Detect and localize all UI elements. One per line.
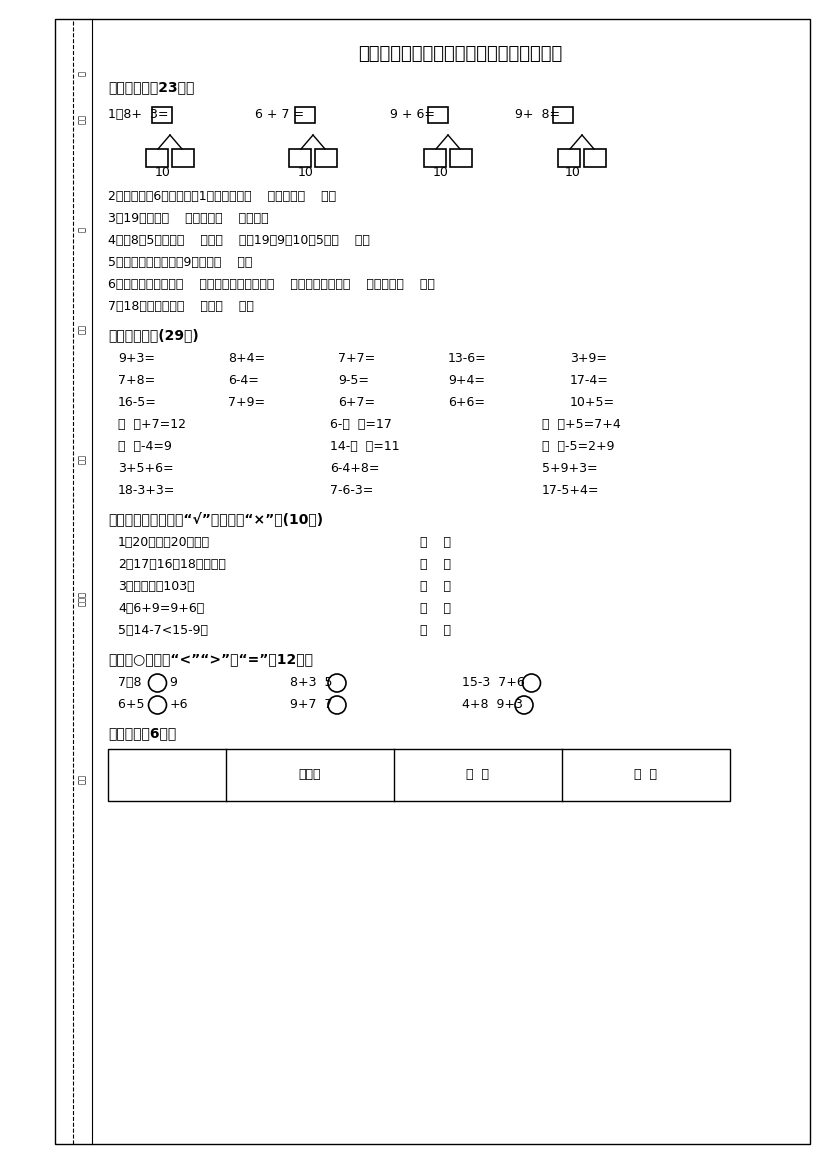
Text: 6+5: 6+5 bbox=[118, 699, 153, 712]
Text: 10: 10 bbox=[155, 166, 171, 179]
Text: （  ）+5=7+4: （ ）+5=7+4 bbox=[542, 419, 621, 431]
Text: 6+6=: 6+6= bbox=[448, 396, 485, 409]
Text: 6+7=: 6+7= bbox=[338, 396, 375, 409]
Bar bbox=[424, 148, 446, 167]
Text: 二、我会算。(29分): 二、我会算。(29分) bbox=[108, 328, 199, 343]
Text: 方: 方 bbox=[78, 227, 87, 231]
Text: 7＋8: 7＋8 bbox=[118, 677, 150, 690]
Text: 5、14-7<15-9。: 5、14-7<15-9。 bbox=[118, 624, 208, 637]
Text: 班级: 班级 bbox=[78, 454, 87, 464]
Text: 2、个位上是6，十位上是1，这个数是（    ），读作（    ）。: 2、个位上是6，十位上是1，这个数是（ ），读作（ ）。 bbox=[108, 191, 336, 203]
Text: 装订线: 装订线 bbox=[78, 592, 87, 607]
Text: 一、我会填（23分）: 一、我会填（23分） bbox=[108, 79, 194, 94]
Text: 五、填空（6分）: 五、填空（6分） bbox=[108, 726, 176, 740]
Text: 17-5+4=: 17-5+4= bbox=[542, 484, 600, 498]
Text: 6-4+8=: 6-4+8= bbox=[330, 463, 379, 476]
Text: 6-4=: 6-4= bbox=[228, 374, 259, 387]
Text: +6: +6 bbox=[169, 699, 188, 712]
Bar bbox=[108, 749, 730, 801]
Text: 10: 10 bbox=[433, 166, 449, 179]
Text: 16-5=: 16-5= bbox=[118, 396, 157, 409]
Text: （    ）: （ ） bbox=[420, 559, 451, 572]
Text: 人教版小学数学一年级上册第八单元测试卷: 人教版小学数学一年级上册第八单元测试卷 bbox=[358, 44, 563, 63]
Text: （    ）: （ ） bbox=[420, 602, 451, 616]
Text: 5、被减数和减数都是9，差是（    ）。: 5、被减数和减数都是9，差是（ ）。 bbox=[108, 256, 253, 270]
Text: 9 + 6=: 9 + 6= bbox=[390, 109, 435, 122]
Text: 3、19里面有（    ）个十和（    ）个一。: 3、19里面有（ ）个十和（ ）个一。 bbox=[108, 213, 268, 226]
Text: 级: 级 bbox=[78, 71, 87, 76]
Text: 4、6+9=9+6。: 4、6+9=9+6。 bbox=[118, 602, 204, 616]
Bar bbox=[584, 148, 606, 167]
Text: 10: 10 bbox=[565, 166, 581, 179]
Text: （    ）: （ ） bbox=[420, 581, 451, 594]
Text: （    ）: （ ） bbox=[420, 537, 451, 549]
Text: 9+3=: 9+3= bbox=[118, 353, 155, 366]
Text: 15-3  7+6: 15-3 7+6 bbox=[462, 677, 525, 690]
Bar bbox=[428, 108, 448, 123]
Text: 5+9+3=: 5+9+3= bbox=[542, 463, 598, 476]
Bar bbox=[315, 148, 337, 167]
Text: 7+9=: 7+9= bbox=[228, 396, 265, 409]
Text: （  ）+7=12: （ ）+7=12 bbox=[118, 419, 186, 431]
Text: 6 + 7 =: 6 + 7 = bbox=[255, 109, 304, 122]
Text: 9: 9 bbox=[169, 677, 178, 690]
Text: 6-（  ）=17: 6-（ ）=17 bbox=[330, 419, 392, 431]
Text: 2、17在16和18的中间。: 2、17在16和18的中间。 bbox=[118, 559, 225, 572]
Text: 7、18的相邻数是（    ）和（    ）。: 7、18的相邻数是（ ）和（ ）。 bbox=[108, 300, 254, 313]
Text: 1、8+  3=: 1、8+ 3= bbox=[108, 109, 169, 122]
Text: 3+9=: 3+9= bbox=[570, 353, 607, 366]
Text: 1、20里面有20个一。: 1、20里面有20个一。 bbox=[118, 537, 210, 549]
Text: 18-3+3=: 18-3+3= bbox=[118, 484, 175, 498]
Text: 红  花: 红 花 bbox=[634, 768, 657, 782]
Text: （  ）-5=2+9: （ ）-5=2+9 bbox=[542, 441, 615, 454]
Text: 姓名: 姓名 bbox=[78, 324, 87, 334]
Text: 14-（  ）=11: 14-（ ）=11 bbox=[330, 441, 400, 454]
Text: 四、在○里填上“<”“>”或“=”（12分）: 四、在○里填上“<”“>”或“=”（12分） bbox=[108, 652, 313, 666]
Bar bbox=[152, 108, 172, 123]
Text: 考号: 考号 bbox=[78, 115, 87, 124]
Text: （  ）-4=9: （ ）-4=9 bbox=[118, 441, 172, 454]
Text: 4、比8多5的数是（    ），（    ）比19少9，10比5多（    ）。: 4、比8多5的数是（ ），（ ）比19少9，10比5多（ ）。 bbox=[108, 235, 370, 248]
Text: 10: 10 bbox=[298, 166, 314, 179]
Text: 邮  票: 邮 票 bbox=[467, 768, 490, 782]
Text: 7+8=: 7+8= bbox=[118, 374, 155, 387]
Text: 13-6=: 13-6= bbox=[448, 353, 487, 366]
Text: （    ）: （ ） bbox=[420, 624, 451, 637]
Text: 3+5+6=: 3+5+6= bbox=[118, 463, 173, 476]
Text: 10+5=: 10+5= bbox=[570, 396, 615, 409]
Bar bbox=[553, 108, 573, 123]
Bar bbox=[289, 148, 311, 167]
Bar bbox=[295, 108, 315, 123]
Text: 课外书: 课外书 bbox=[299, 768, 321, 782]
Bar bbox=[450, 148, 472, 167]
Text: 9+7  7: 9+7 7 bbox=[290, 699, 333, 712]
Text: 17-4=: 17-4= bbox=[570, 374, 609, 387]
Text: 6、最小的两位数是（    ），最大的一位数是（    ），它们的和是（    ），差是（    ）。: 6、最小的两位数是（ ），最大的一位数是（ ），它们的和是（ ），差是（ ）。 bbox=[108, 278, 434, 291]
Bar bbox=[558, 148, 580, 167]
Text: 9+4=: 9+4= bbox=[448, 374, 485, 387]
Bar bbox=[172, 148, 194, 167]
Text: 4+8  9+3: 4+8 9+3 bbox=[462, 699, 523, 712]
Text: 3、十三写作103。: 3、十三写作103。 bbox=[118, 581, 195, 594]
Text: 8+3  5: 8+3 5 bbox=[290, 677, 333, 690]
Text: 8+4=: 8+4= bbox=[228, 353, 265, 366]
Text: 9-5=: 9-5= bbox=[338, 374, 369, 387]
Text: 9+  8=: 9+ 8= bbox=[515, 109, 560, 122]
Text: 7-6-3=: 7-6-3= bbox=[330, 484, 373, 498]
Text: 学校: 学校 bbox=[78, 774, 87, 784]
Bar bbox=[146, 148, 168, 167]
Text: 三、我会判，对的打“√”，错的打“×”。(10分): 三、我会判，对的打“√”，错的打“×”。(10分) bbox=[108, 512, 323, 526]
Text: 7+7=: 7+7= bbox=[338, 353, 375, 366]
